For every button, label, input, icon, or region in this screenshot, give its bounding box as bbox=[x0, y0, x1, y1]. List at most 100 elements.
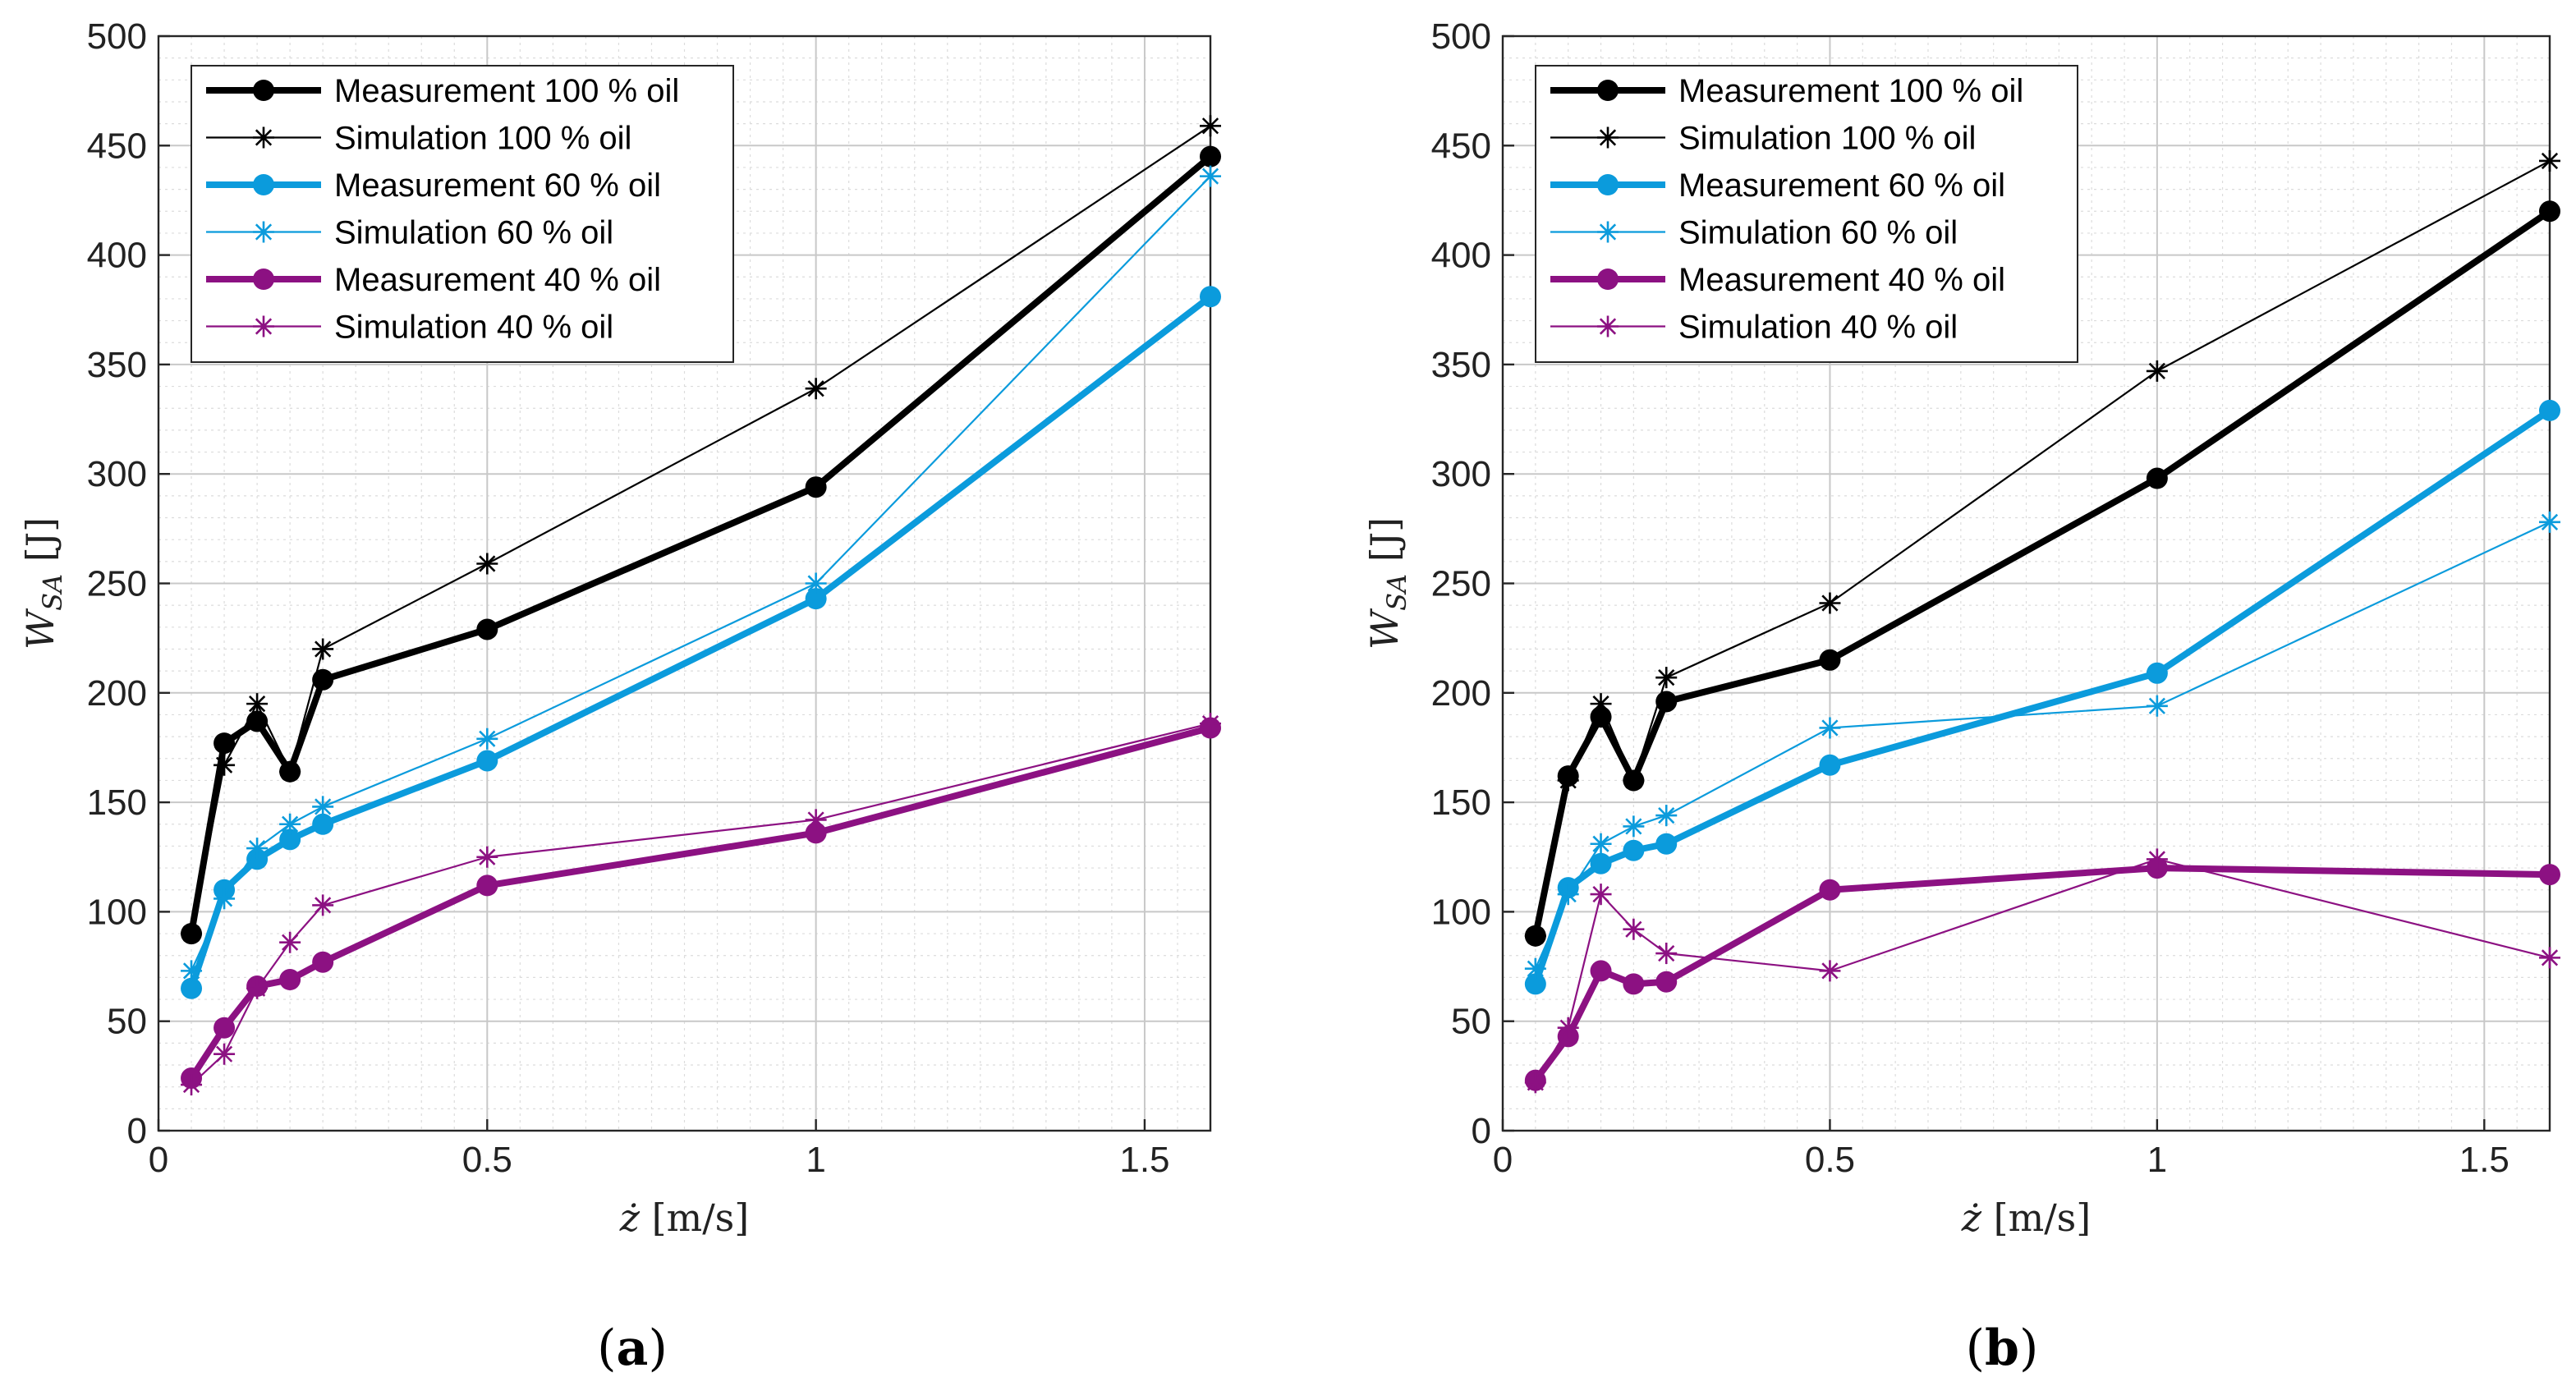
data-point bbox=[181, 1074, 203, 1096]
legend-entry: Simulation 40 % oil bbox=[206, 310, 613, 346]
legend-marker bbox=[253, 174, 274, 195]
y-tick-label: 200 bbox=[87, 673, 147, 714]
legend-entry: Simulation 60 % oil bbox=[206, 215, 613, 251]
data-point bbox=[1590, 884, 1612, 906]
data-point bbox=[476, 553, 498, 575]
data-point bbox=[1819, 960, 1841, 982]
legend-entry: Measurement 60 % oil bbox=[206, 168, 661, 204]
data-point bbox=[214, 1017, 236, 1039]
x-tick-label: 1.5 bbox=[2459, 1140, 2509, 1180]
y-tick-label: 0 bbox=[1472, 1111, 1491, 1151]
series-line bbox=[191, 723, 1211, 1086]
legend-entry: Measurement 60 % oil bbox=[1550, 168, 2005, 204]
legend: Measurement 100 % oil Simulation 100 % oi… bbox=[191, 65, 734, 363]
legend-label: Measurement 60 % oil bbox=[1678, 168, 2005, 204]
legend-label: Measurement 100 % oil bbox=[334, 73, 679, 109]
x-tick-label: 0.5 bbox=[1805, 1140, 1855, 1180]
data-point bbox=[1655, 971, 1678, 993]
legend-marker bbox=[253, 126, 274, 149]
data-point bbox=[279, 931, 301, 953]
data-point bbox=[805, 476, 827, 498]
data-point bbox=[214, 754, 236, 776]
series-simulation-60-oil bbox=[181, 165, 1221, 982]
data-point bbox=[2146, 467, 2168, 489]
data-point bbox=[2539, 399, 2560, 421]
data-point bbox=[805, 378, 827, 400]
legend-marker bbox=[253, 315, 274, 337]
x-tick-label: 0 bbox=[1493, 1140, 1513, 1180]
data-point bbox=[805, 822, 827, 844]
data-point bbox=[246, 977, 269, 999]
data-point bbox=[279, 813, 301, 835]
y-tick-label: 150 bbox=[1431, 783, 1491, 823]
data-point bbox=[805, 809, 827, 831]
legend-box bbox=[1535, 65, 2078, 363]
legend-marker bbox=[1597, 174, 1619, 195]
data-point bbox=[2539, 864, 2560, 886]
legend-marker bbox=[253, 80, 274, 101]
series-simulation-40-oil bbox=[181, 713, 1221, 1096]
y-tick-label: 400 bbox=[1431, 236, 1491, 276]
data-point bbox=[246, 838, 269, 860]
y-tick-label: 300 bbox=[87, 454, 147, 494]
series-measurement-60-oil bbox=[1524, 399, 2560, 995]
data-point bbox=[1819, 754, 1841, 776]
legend: Measurement 100 % oil Simulation 100 % oi… bbox=[1535, 65, 2078, 363]
data-point bbox=[2146, 360, 2168, 382]
series-line bbox=[1534, 858, 2551, 1083]
y-tick-label: 0 bbox=[127, 1111, 147, 1151]
panel-label: (a) bbox=[597, 1320, 668, 1377]
legend-marker bbox=[1597, 221, 1619, 243]
series-line bbox=[1532, 865, 2551, 1083]
legend-marker bbox=[1597, 126, 1619, 149]
data-point bbox=[2539, 200, 2560, 223]
data-point bbox=[312, 638, 334, 660]
data-point bbox=[1655, 833, 1678, 855]
data-point bbox=[1655, 667, 1678, 689]
series-group bbox=[181, 115, 1221, 1096]
y-tick-label: 350 bbox=[87, 345, 147, 385]
data-point bbox=[312, 894, 334, 916]
data-point bbox=[1200, 115, 1221, 137]
data-point bbox=[181, 923, 203, 945]
data-point bbox=[1557, 769, 1579, 792]
y-tick-label: 350 bbox=[1431, 345, 1491, 385]
data-point bbox=[214, 1043, 236, 1065]
panel-label: (b) bbox=[1966, 1320, 2039, 1377]
y-tick-label: 100 bbox=[87, 892, 147, 932]
data-point bbox=[1819, 717, 1841, 739]
data-point bbox=[1524, 973, 1546, 995]
x-tick-label: 1 bbox=[2147, 1140, 2167, 1180]
data-point bbox=[214, 732, 236, 755]
legend-label: Simulation 40 % oil bbox=[1678, 310, 1958, 346]
legend-marker bbox=[1597, 315, 1619, 337]
x-tick-label: 1.5 bbox=[1119, 1140, 1169, 1180]
data-point bbox=[1655, 805, 1678, 827]
legend-entry: Measurement 100 % oil bbox=[1550, 73, 2023, 109]
data-point bbox=[1590, 833, 1612, 855]
data-point bbox=[1819, 879, 1841, 901]
legend-label: Measurement 100 % oil bbox=[1678, 73, 2023, 109]
data-point bbox=[2146, 848, 2168, 870]
data-point bbox=[1200, 145, 1221, 168]
y-tick-label: 200 bbox=[1431, 673, 1491, 714]
legend-box bbox=[191, 65, 734, 363]
legend-label: Measurement 40 % oil bbox=[334, 262, 661, 298]
data-point bbox=[1623, 918, 1645, 940]
legend-entry: Measurement 100 % oil bbox=[206, 73, 679, 109]
series-line bbox=[191, 175, 1211, 971]
legend-marker bbox=[1597, 80, 1619, 101]
data-point bbox=[2539, 947, 2560, 969]
legend-label: Simulation 60 % oil bbox=[1678, 215, 1958, 251]
x-axis-label: ż [m/s] bbox=[1961, 1196, 2092, 1240]
chart-panel-a: 0 0.5 1 1.5 0 50 100 150 200 250 300 350 400 450 500 ż … bbox=[18, 16, 1221, 1377]
data-point bbox=[1623, 839, 1645, 861]
series-measurement-60-oil bbox=[181, 286, 1221, 999]
y-tick-label: 250 bbox=[1431, 564, 1491, 604]
data-point bbox=[1590, 693, 1612, 715]
data-point bbox=[476, 618, 498, 640]
data-point bbox=[805, 588, 827, 610]
data-point bbox=[1524, 957, 1546, 980]
data-point bbox=[1819, 649, 1841, 671]
